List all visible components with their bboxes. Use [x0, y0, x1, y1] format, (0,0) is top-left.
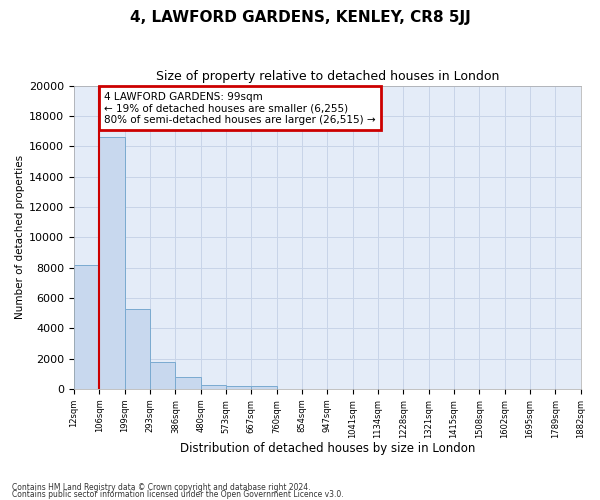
Bar [150, 362, 175, 389]
Text: Contains HM Land Registry data © Crown copyright and database right 2024.: Contains HM Land Registry data © Crown c… [12, 484, 311, 492]
Bar [226, 386, 251, 389]
X-axis label: Distribution of detached houses by size in London: Distribution of detached houses by size … [179, 442, 475, 455]
Bar [200, 385, 226, 389]
Bar [251, 386, 277, 389]
Text: 4 LAWFORD GARDENS: 99sqm
← 19% of detached houses are smaller (6,255)
80% of sem: 4 LAWFORD GARDENS: 99sqm ← 19% of detach… [104, 92, 376, 125]
Y-axis label: Number of detached properties: Number of detached properties [15, 155, 25, 320]
Text: Contains public sector information licensed under the Open Government Licence v3: Contains public sector information licen… [12, 490, 344, 499]
Bar [125, 308, 150, 389]
Bar [175, 377, 200, 389]
Bar [74, 264, 100, 389]
Text: 4, LAWFORD GARDENS, KENLEY, CR8 5JJ: 4, LAWFORD GARDENS, KENLEY, CR8 5JJ [130, 10, 470, 25]
Title: Size of property relative to detached houses in London: Size of property relative to detached ho… [155, 70, 499, 83]
Bar [100, 137, 125, 389]
